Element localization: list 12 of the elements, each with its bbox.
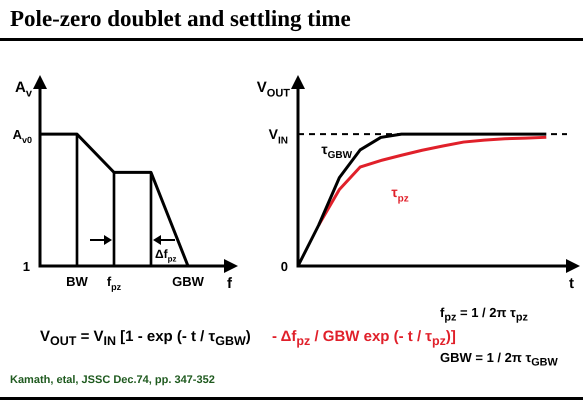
text: 1: [22, 259, 30, 274]
text: f$_{pz}$ = 1 / 2π τ$_{pz}$: [440, 305, 528, 324]
x-axis-title: t: [569, 275, 574, 292]
text: 0: [280, 259, 288, 274]
x-tick-label: GBW: [172, 274, 205, 289]
text: - Δf$_{pz}$ / GBW exp (- t / τ$_{pz}$)]: [272, 328, 456, 348]
text: GBW = 1 / 2π τ$_{GBW}$: [440, 350, 558, 369]
chart-title: Pole-zero doublet and settling time: [10, 6, 351, 32]
text: Kamath, etal, JSSC Dec.74, pp. 347-352: [10, 374, 215, 386]
x-tick-label: BW: [66, 274, 89, 289]
text: V$_{OUT}$ = V$_{IN}$ [1 - exp (- t / τ$_{GBW}$): [40, 328, 251, 348]
x-axis-title: f: [227, 275, 233, 292]
